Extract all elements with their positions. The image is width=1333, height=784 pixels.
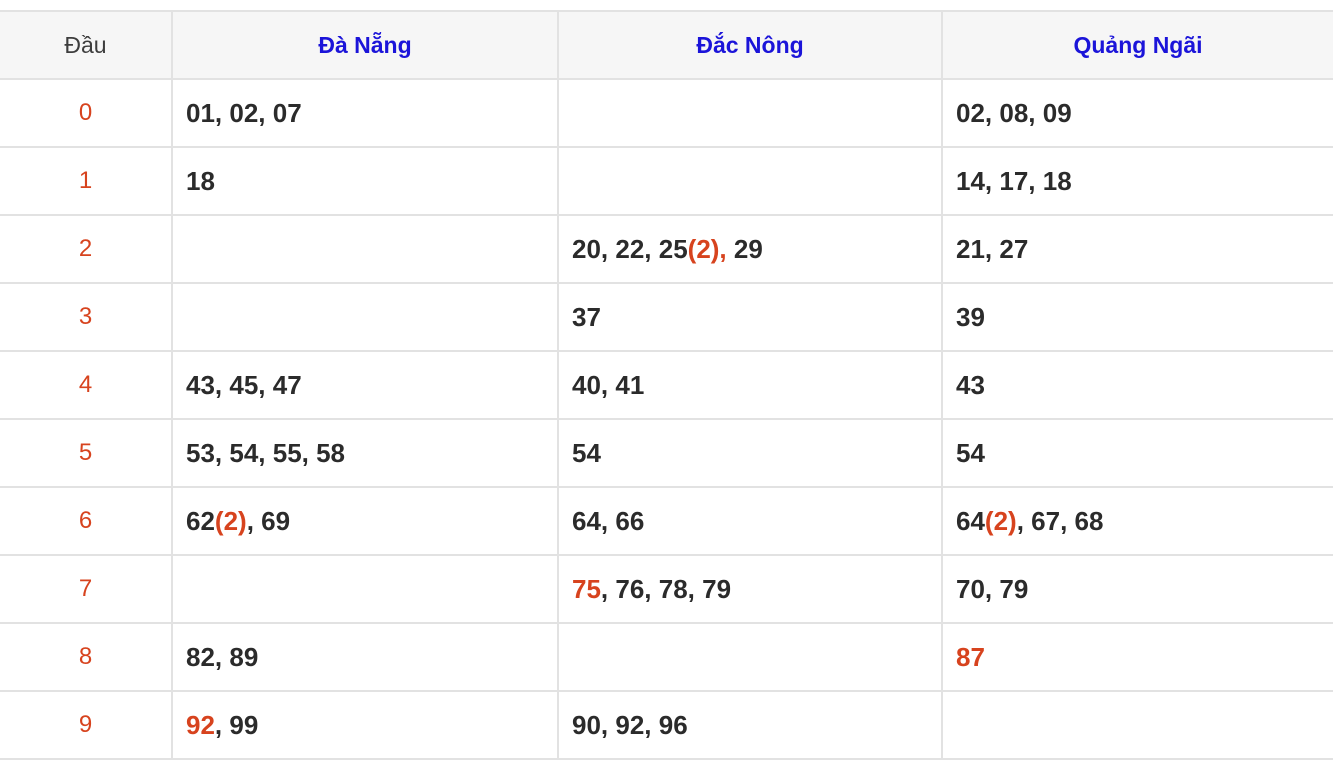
dac-nong-numbers-cell: 90, 92, 96 xyxy=(557,690,942,760)
highlighted-number: 75 xyxy=(572,573,601,604)
number-text: 54 xyxy=(572,437,601,468)
number-text: 82, 89 xyxy=(186,641,259,672)
dac-nong-numbers-cell: 75, 76, 78, 79 xyxy=(557,554,942,624)
dac-nong-numbers-cell: 37 xyxy=(557,282,942,352)
number-text: 64, 66 xyxy=(572,505,645,536)
da-nang-numbers-cell xyxy=(171,554,558,624)
da-nang-numbers-cell: 53, 54, 55, 58 xyxy=(171,418,558,488)
number-text: 53, 54, 55, 58 xyxy=(186,437,346,468)
head-digit-cell: 0 xyxy=(0,78,172,148)
quang-ngai-numbers-cell: 14, 17, 18 xyxy=(941,146,1333,216)
head-digit-cell: 6 xyxy=(0,486,172,556)
number-text: 01, 02, 07 xyxy=(186,97,302,128)
head-digit-cell: 2 xyxy=(0,214,172,284)
table-row: 2 20, 22, 25(2), 29 21, 27 xyxy=(0,214,1333,284)
dac-nong-numbers-cell xyxy=(557,622,942,692)
header-row: Đầu Đà Nẵng Đắc Nông Quảng Ngãi xyxy=(0,10,1333,80)
dac-nong-numbers-cell: 20, 22, 25(2), 29 xyxy=(557,214,942,284)
dac-nong-numbers-cell: 40, 41 xyxy=(557,350,942,420)
page: Đầu Đà Nẵng Đắc Nông Quảng Ngãi 0 01, 02,… xyxy=(0,10,1333,760)
number-text: 64 xyxy=(956,505,985,536)
quang-ngai-numbers-cell: 87 xyxy=(941,622,1333,692)
number-text: , 99 xyxy=(214,709,259,740)
number-text: 43 xyxy=(956,369,985,400)
head-digit-cell: 8 xyxy=(0,622,172,692)
dac-nong-numbers-cell xyxy=(557,146,942,216)
column-header-dac-nong[interactable]: Đắc Nông xyxy=(557,10,942,80)
dac-nong-numbers-cell: 64, 66 xyxy=(557,486,942,556)
number-text: , 69 xyxy=(246,505,291,536)
head-digit-cell: 9 xyxy=(0,690,172,760)
column-header-da-nang[interactable]: Đà Nẵng xyxy=(171,10,558,80)
head-digit-cell: 3 xyxy=(0,282,172,352)
number-text: 21, 27 xyxy=(956,233,1029,264)
stats-table-body: 0 01, 02, 07 02, 08, 09 1 18 14, 17, 18 2 20, 2… xyxy=(0,78,1333,760)
table-row: 6 62(2), 69 64, 66 64(2), 67, 68 xyxy=(0,486,1333,556)
column-header-quang-ngai[interactable]: Quảng Ngãi xyxy=(941,10,1333,80)
da-nang-numbers-cell: 18 xyxy=(171,146,558,216)
number-text: , 67, 68 xyxy=(1016,505,1104,536)
number-text: 40, 41 xyxy=(572,369,645,400)
da-nang-numbers-cell xyxy=(171,282,558,352)
da-nang-numbers-cell: 92, 99 xyxy=(171,690,558,760)
head-digit-cell: 4 xyxy=(0,350,172,420)
highlighted-number: (2) xyxy=(984,505,1017,536)
lottery-head-stats-table: Đầu Đà Nẵng Đắc Nông Quảng Ngãi 0 01, 02,… xyxy=(0,10,1333,760)
table-row: 1 18 14, 17, 18 xyxy=(0,146,1333,216)
number-text: 20, 22, 25 xyxy=(572,233,688,264)
head-digit-cell: 7 xyxy=(0,554,172,624)
da-nang-numbers-cell: 82, 89 xyxy=(171,622,558,692)
da-nang-numbers-cell: 01, 02, 07 xyxy=(171,78,558,148)
number-text: 70, 79 xyxy=(956,573,1029,604)
number-text: 14, 17, 18 xyxy=(956,165,1072,196)
number-text: 37 xyxy=(572,301,601,332)
table-row: 4 43, 45, 47 40, 41 43 xyxy=(0,350,1333,420)
table-row: 5 53, 54, 55, 58 54 54 xyxy=(0,418,1333,488)
dac-nong-numbers-cell: 54 xyxy=(557,418,942,488)
da-nang-numbers-cell xyxy=(171,214,558,284)
number-text: 54 xyxy=(956,437,985,468)
number-text: 43, 45, 47 xyxy=(186,369,302,400)
number-text: 02, 08, 09 xyxy=(956,97,1072,128)
quang-ngai-numbers-cell: 64(2), 67, 68 xyxy=(941,486,1333,556)
quang-ngai-numbers-cell: 21, 27 xyxy=(941,214,1333,284)
quang-ngai-numbers-cell: 54 xyxy=(941,418,1333,488)
highlighted-number: (2) xyxy=(214,505,247,536)
table-row: 7 75, 76, 78, 79 70, 79 xyxy=(0,554,1333,624)
column-header-dau: Đầu xyxy=(0,10,172,80)
table-row: 9 92, 99 90, 92, 96 xyxy=(0,690,1333,760)
highlighted-number: 87 xyxy=(956,641,985,672)
number-text: , 76, 78, 79 xyxy=(600,573,732,604)
quang-ngai-numbers-cell: 39 xyxy=(941,282,1333,352)
table-row: 0 01, 02, 07 02, 08, 09 xyxy=(0,78,1333,148)
number-text: 18 xyxy=(186,165,215,196)
table-row: 3 37 39 xyxy=(0,282,1333,352)
head-digit-cell: 1 xyxy=(0,146,172,216)
quang-ngai-numbers-cell xyxy=(941,690,1333,760)
table-row: 8 82, 89 87 xyxy=(0,622,1333,692)
number-text: 29 xyxy=(726,233,763,264)
highlighted-number: (2), xyxy=(687,233,727,264)
da-nang-numbers-cell: 43, 45, 47 xyxy=(171,350,558,420)
dac-nong-numbers-cell xyxy=(557,78,942,148)
number-text: 62 xyxy=(186,505,215,536)
head-digit-cell: 5 xyxy=(0,418,172,488)
quang-ngai-numbers-cell: 70, 79 xyxy=(941,554,1333,624)
highlighted-number: 92 xyxy=(186,709,215,740)
quang-ngai-numbers-cell: 43 xyxy=(941,350,1333,420)
quang-ngai-numbers-cell: 02, 08, 09 xyxy=(941,78,1333,148)
number-text: 39 xyxy=(956,301,985,332)
number-text: 90, 92, 96 xyxy=(572,709,688,740)
da-nang-numbers-cell: 62(2), 69 xyxy=(171,486,558,556)
